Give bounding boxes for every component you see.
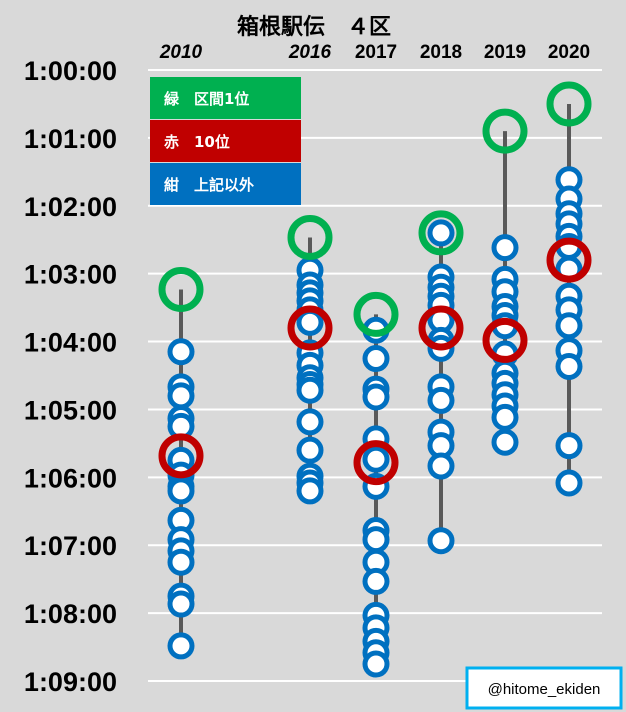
point-1st [482, 108, 528, 154]
point-other [167, 590, 195, 618]
point-other [555, 432, 583, 460]
point-other [296, 436, 324, 464]
point-other [362, 526, 390, 554]
series-2018 [418, 210, 464, 555]
credit-box: @hitome_ekiden [465, 666, 623, 710]
legend-swatch [150, 77, 301, 119]
point-10th [418, 305, 464, 351]
point-other [362, 445, 390, 473]
y-tick-label: 1:01:00 [24, 124, 117, 154]
point-other [491, 234, 519, 262]
y-tick-label: 1:07:00 [24, 531, 117, 561]
point-other [491, 428, 519, 456]
point-1st [546, 81, 592, 127]
point-other [296, 408, 324, 436]
x-tick-label: 2020 [548, 42, 590, 63]
point-other [362, 383, 390, 411]
point-other [296, 308, 324, 336]
legend-label: 緑 区間1位 [164, 90, 249, 108]
credit-box-frame [465, 666, 623, 710]
series-2020 [546, 81, 592, 497]
point-other [491, 403, 519, 431]
point-other [427, 452, 455, 480]
point-other [167, 382, 195, 410]
x-axis-labels: 2010 2016 2017 2018 2019 2020 [159, 42, 590, 63]
point-other [427, 527, 455, 555]
point-1st [158, 267, 204, 313]
x-tick-label: 2016 [288, 42, 332, 63]
point-other [362, 567, 390, 595]
point-other [362, 345, 390, 373]
credit-text: @hitome_ekiden [488, 681, 601, 698]
y-tick-label: 1:08:00 [24, 599, 117, 629]
legend-swatch [150, 163, 301, 205]
y-tick-label: 1:03:00 [24, 260, 117, 290]
point-other [427, 386, 455, 414]
point-other [167, 548, 195, 576]
point-other [167, 338, 195, 366]
x-tick-label: 2018 [420, 42, 462, 63]
legend-swatch [150, 120, 301, 162]
y-tick-label: 1:02:00 [24, 192, 117, 222]
legend-label: 紺 上記以外 [164, 176, 254, 194]
series-2016 [287, 214, 333, 505]
plot-area [158, 81, 592, 678]
y-tick-label: 1:06:00 [24, 463, 117, 493]
point-other [167, 632, 195, 660]
series-2010 [158, 267, 204, 660]
y-tick-label: 1:09:00 [24, 667, 117, 697]
point-other [362, 650, 390, 678]
point-1st [353, 291, 399, 337]
legend-label: 赤 10位 [164, 133, 230, 151]
point-other [167, 477, 195, 505]
point-other [296, 477, 324, 505]
point-other [555, 352, 583, 380]
point-10th [353, 440, 399, 486]
point-10th [482, 317, 528, 363]
chart-title: 箱根駅伝 ４区 [237, 14, 391, 40]
y-tick-label: 1:05:00 [24, 395, 117, 425]
point-10th [287, 305, 333, 351]
point-other [427, 219, 455, 247]
y-axis-labels: 1:00:00 1:01:00 1:02:00 1:03:00 1:04:00 1:05:… [24, 56, 117, 697]
x-tick-label: 2019 [484, 42, 526, 63]
point-other [555, 469, 583, 497]
point-other [555, 312, 583, 340]
series-2017 [353, 291, 399, 678]
point-10th [158, 433, 204, 479]
point-other [296, 376, 324, 404]
point-10th [546, 237, 592, 283]
x-tick-label: 2017 [355, 42, 397, 63]
y-tick-label: 1:00:00 [24, 56, 117, 86]
x-tick-label: 2010 [159, 42, 203, 63]
point-1st [418, 210, 464, 256]
y-tick-label: 1:04:00 [24, 328, 117, 358]
series-2019 [482, 108, 528, 456]
point-1st [287, 214, 333, 260]
